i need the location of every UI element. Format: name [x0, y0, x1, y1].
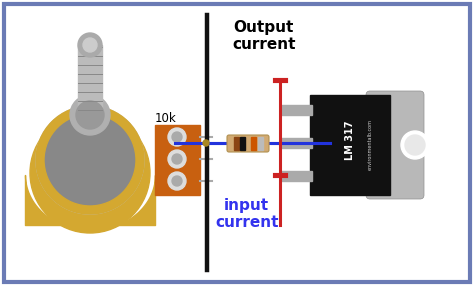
Text: input
current: input current	[215, 198, 279, 231]
Circle shape	[168, 128, 186, 146]
Circle shape	[172, 132, 182, 142]
Bar	[240, 137, 245, 150]
Circle shape	[78, 33, 102, 57]
Bar	[78, 45, 102, 120]
Bar	[280, 171, 312, 181]
Circle shape	[168, 150, 186, 168]
Text: environmentalb.com: environmentalb.com	[367, 120, 373, 170]
Text: Output
current: Output current	[232, 20, 295, 52]
Text: 10k: 10k	[155, 112, 177, 124]
Circle shape	[30, 113, 150, 233]
Bar	[251, 137, 256, 150]
Circle shape	[203, 140, 209, 146]
Circle shape	[43, 113, 137, 207]
Bar	[280, 105, 312, 115]
Circle shape	[70, 95, 110, 135]
Text: LM 317: LM 317	[345, 120, 355, 160]
FancyBboxPatch shape	[227, 135, 269, 152]
Bar	[155, 125, 200, 195]
Circle shape	[401, 131, 429, 159]
FancyBboxPatch shape	[366, 91, 424, 199]
Circle shape	[168, 172, 186, 190]
Circle shape	[83, 38, 97, 52]
Circle shape	[172, 176, 182, 186]
Bar	[234, 137, 239, 150]
Bar	[280, 138, 312, 148]
Circle shape	[405, 135, 425, 155]
Bar	[258, 137, 263, 150]
Circle shape	[76, 101, 104, 129]
Circle shape	[172, 154, 182, 164]
Bar	[310, 95, 390, 195]
Circle shape	[36, 106, 144, 214]
